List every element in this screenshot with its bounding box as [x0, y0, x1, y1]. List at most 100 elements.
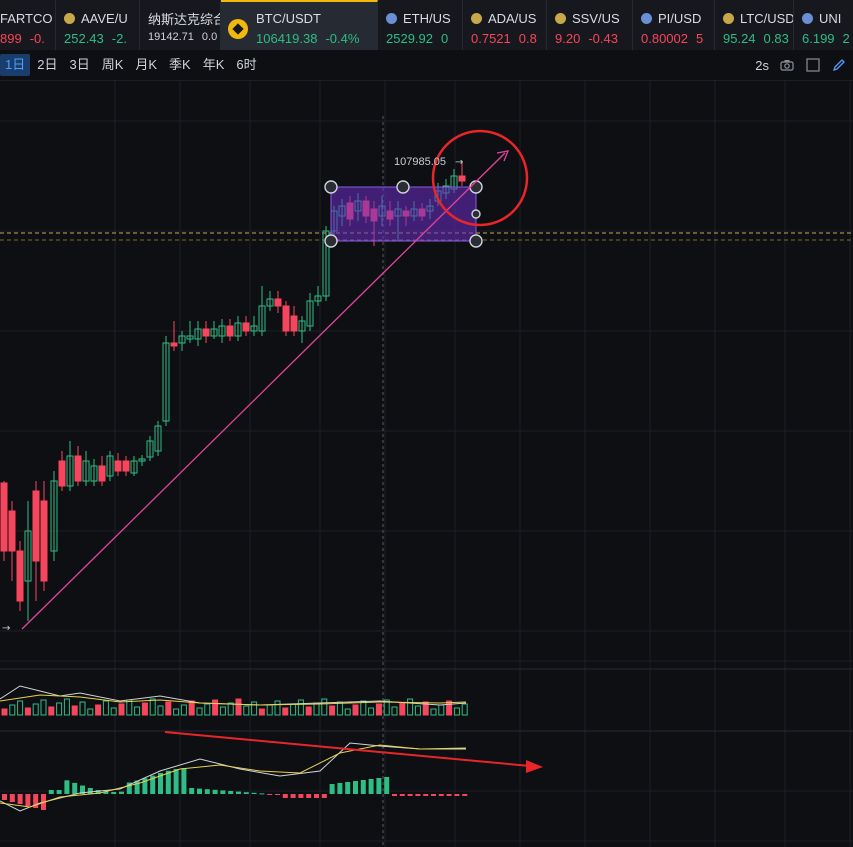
macd-bar	[407, 794, 413, 796]
drag-handle	[469, 234, 483, 248]
macd-bar	[2, 794, 7, 800]
timeframe-1[interactable]: 2日	[37, 57, 58, 72]
volume-bar	[219, 706, 226, 716]
macd-bar	[462, 794, 468, 796]
ticker-tab[interactable]: LTC/USD 95.24 0.83	[715, 0, 794, 50]
ticker-tab[interactable]: ETH/US 2529.92 0	[378, 0, 463, 50]
ticker-price: 0.80002	[641, 31, 688, 46]
candle-body	[138, 458, 146, 462]
volume-bar	[17, 700, 24, 716]
ticker-tab[interactable]: UNI 6.199 2	[794, 0, 853, 50]
ticker-price: 2529.92	[386, 31, 433, 46]
signal-line	[0, 744, 467, 808]
macd-bar	[142, 778, 148, 794]
annotation-circle	[431, 129, 529, 227]
macd-bar	[80, 785, 85, 794]
volume-bar	[383, 699, 390, 716]
timeframe-4[interactable]: 月K	[135, 57, 158, 72]
candle-body	[314, 295, 322, 302]
macd-bar	[290, 794, 296, 798]
ticker-change: 0.0	[201, 31, 218, 43]
volume-bar	[274, 700, 281, 716]
macd-bar	[321, 794, 327, 798]
ticker-change: 0.8	[518, 31, 537, 46]
ticker-symbol: ADA/US	[488, 10, 537, 26]
ticker-tab[interactable]: AAVE/U 252.43 -2.	[56, 0, 140, 50]
volume-bar	[188, 700, 195, 716]
macd-bar	[399, 794, 405, 796]
volume-bar	[360, 700, 367, 716]
ticker-tab[interactable]: ADA/US 0.7521 0.8	[463, 0, 547, 50]
candle-body	[58, 460, 66, 487]
candle-body	[50, 480, 58, 552]
ticker-price: 106419.38	[256, 31, 318, 46]
volume-bar	[251, 701, 258, 716]
volume-bar	[71, 705, 78, 716]
selection-range	[330, 186, 477, 242]
timeframe-6[interactable]: 年K	[202, 57, 225, 72]
timeframe-2[interactable]: 3日	[69, 57, 90, 72]
timeframe-toolbar: 1日 2日 3日 周K 月K 季K 年K 6时 2s	[0, 50, 853, 81]
macd-bar	[392, 794, 397, 796]
ticker-tab[interactable]: BTC/USDT 106419.38 -0.4%	[221, 0, 378, 50]
drag-handle	[324, 234, 338, 248]
divergence-arrow	[164, 731, 531, 767]
fullscreen-icon[interactable]	[805, 57, 821, 73]
macd-bar	[95, 790, 101, 794]
volume-bar	[344, 708, 351, 716]
ticker-symbol: ETH/US	[403, 10, 451, 26]
candle-body	[242, 322, 250, 332]
chart-grid	[0, 81, 853, 847]
high-price-arrow: →	[455, 157, 463, 168]
candle-body	[290, 315, 298, 332]
ticker-symbol: BTC/USDT	[256, 10, 321, 26]
macd-bar	[345, 782, 351, 794]
refresh-interval[interactable]: 2s	[755, 57, 769, 73]
coin-icon	[386, 12, 397, 24]
candle-body	[98, 465, 106, 482]
candlestick-chart[interactable]: 107985.05 → →	[0, 81, 853, 847]
ticker-tab[interactable]: 纳斯达克综合 19142.71 0.0	[140, 0, 221, 50]
ticker-tab[interactable]: PI/USD 0.80002 5	[633, 0, 715, 50]
volume-bar	[461, 703, 468, 716]
macd-bar	[220, 790, 226, 794]
low-price-arrow: →	[2, 623, 10, 634]
draw-pen-icon[interactable]	[831, 57, 847, 73]
timeframe-0[interactable]: 1日	[0, 54, 31, 76]
volume-bar	[134, 706, 141, 716]
ticker-tab[interactable]: FARTCO 899 -0.	[0, 0, 56, 50]
volume-bar	[63, 698, 70, 716]
volume-bar	[375, 703, 382, 716]
candle-body	[154, 425, 162, 452]
macd-bar	[158, 773, 163, 794]
ticker-tab[interactable]: SSV/US 9.20 -0.43	[547, 0, 633, 50]
volume-bar	[313, 702, 320, 716]
macd-bar	[314, 794, 319, 798]
coin-icon	[555, 12, 566, 24]
macd-bar	[275, 794, 280, 795]
macd-bar	[56, 790, 62, 794]
timeframe-7[interactable]: 6时	[236, 57, 257, 72]
volume-bar	[40, 699, 47, 716]
macd-bar	[87, 788, 93, 794]
candle-body	[458, 175, 466, 182]
macd-bar	[376, 778, 382, 794]
high-price-label: 107985.05	[394, 156, 446, 168]
volume-bar	[266, 704, 273, 716]
volume-bar	[157, 705, 164, 716]
macd-bar	[48, 790, 54, 794]
timeframe-3[interactable]: 周K	[101, 57, 124, 72]
timeframe-5[interactable]: 季K	[169, 57, 191, 72]
coin-icon	[471, 12, 482, 24]
volume-bar	[180, 704, 187, 716]
drag-handle	[396, 180, 410, 194]
volume-bar	[297, 699, 304, 716]
candle-body	[146, 440, 154, 458]
trend-line	[21, 152, 506, 630]
volume-bar	[79, 701, 86, 716]
candle-body	[306, 300, 314, 327]
candle-body	[298, 320, 306, 332]
candle-body	[186, 335, 194, 340]
camera-icon[interactable]	[779, 57, 795, 73]
coin-icon	[802, 12, 813, 24]
